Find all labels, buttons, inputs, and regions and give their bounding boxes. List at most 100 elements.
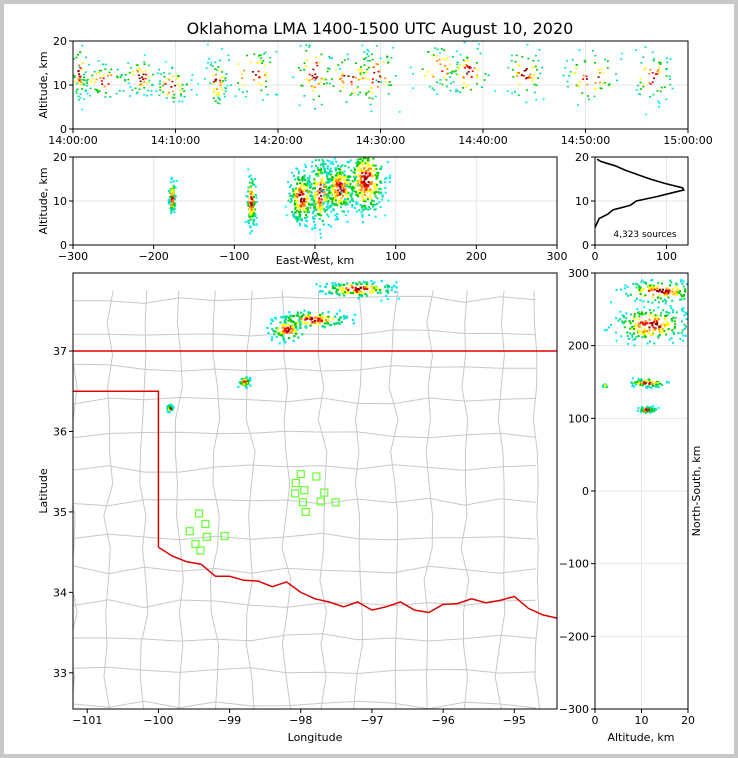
source-point <box>248 214 251 217</box>
source-point <box>359 161 362 164</box>
source-point <box>255 216 258 219</box>
source-point <box>337 189 340 192</box>
source-point <box>251 196 254 199</box>
source-point <box>285 315 289 318</box>
source-point <box>325 82 328 85</box>
source-point <box>651 81 654 83</box>
source-point <box>249 211 252 214</box>
source-point <box>316 166 319 169</box>
source-point <box>653 319 656 322</box>
source-point <box>265 72 268 74</box>
source-point <box>355 290 358 293</box>
source-point <box>321 177 324 180</box>
source-point <box>167 408 171 411</box>
source-point <box>100 80 103 82</box>
source-point <box>303 210 306 213</box>
source-point <box>662 309 665 312</box>
source-point <box>364 172 367 175</box>
source-point <box>79 97 82 99</box>
source-point <box>73 76 76 79</box>
source-point <box>319 81 322 84</box>
source-point <box>634 381 636 384</box>
source-point <box>284 324 288 327</box>
source-point <box>370 203 373 205</box>
source-point <box>212 91 215 93</box>
y-tick-label: 100 <box>568 412 589 425</box>
source-point <box>356 181 359 184</box>
source-point <box>439 82 442 85</box>
source-point <box>346 292 349 295</box>
source-point <box>181 100 184 103</box>
source-point <box>253 215 256 218</box>
source-point <box>222 80 224 82</box>
source-point <box>108 71 111 74</box>
source-point <box>357 297 360 300</box>
source-point <box>294 200 297 203</box>
source-point <box>324 193 327 196</box>
source-point <box>380 165 383 168</box>
county-line <box>73 633 536 642</box>
source-point <box>442 58 445 60</box>
source-point <box>300 205 303 208</box>
source-point <box>298 190 301 193</box>
y-tick-label: 0 <box>60 239 67 252</box>
source-point <box>431 87 434 90</box>
source-point <box>577 85 580 87</box>
source-point <box>362 72 365 74</box>
source-point <box>355 210 358 213</box>
source-point <box>352 290 355 293</box>
source-point <box>315 77 317 80</box>
source-point <box>658 106 660 108</box>
source-point <box>322 190 325 193</box>
source-point <box>143 93 146 96</box>
source-point <box>671 87 674 90</box>
source-point <box>250 203 253 206</box>
county-line <box>174 290 184 709</box>
source-point <box>212 97 215 99</box>
source-point <box>456 61 459 63</box>
source-point <box>173 93 176 96</box>
source-point <box>303 69 306 71</box>
source-point <box>594 82 597 84</box>
source-point <box>634 322 637 325</box>
source-point <box>639 88 642 90</box>
source-point <box>352 185 354 188</box>
source-point <box>175 77 178 80</box>
source-point <box>650 382 653 385</box>
source-point <box>525 77 528 79</box>
source-point <box>346 195 349 198</box>
source-point <box>329 178 332 181</box>
source-point <box>100 69 103 72</box>
source-point <box>642 288 645 291</box>
source-point <box>368 174 371 177</box>
source-point <box>367 164 370 167</box>
source-point <box>109 96 112 98</box>
source-point <box>84 71 87 74</box>
source-point <box>341 184 344 187</box>
source-point <box>248 208 251 211</box>
source-point <box>364 286 367 289</box>
source-point <box>359 78 362 80</box>
source-point <box>365 207 368 210</box>
source-point <box>224 79 227 82</box>
source-point <box>375 185 378 188</box>
source-point <box>299 321 302 324</box>
source-point <box>537 77 539 79</box>
source-point <box>629 322 632 325</box>
source-point <box>316 174 319 177</box>
source-point <box>617 319 620 322</box>
source-point <box>301 315 304 318</box>
source-point <box>660 330 662 333</box>
source-point <box>224 95 226 98</box>
source-point <box>631 384 634 387</box>
source-point <box>314 187 316 190</box>
source-point <box>310 191 313 194</box>
source-point <box>283 320 286 323</box>
source-point <box>288 316 291 319</box>
x-tick-label: −100 <box>143 714 173 727</box>
source-point <box>525 101 528 104</box>
source-point <box>329 186 332 189</box>
source-point <box>358 293 361 296</box>
source-point <box>359 291 363 294</box>
source-point <box>285 322 288 325</box>
